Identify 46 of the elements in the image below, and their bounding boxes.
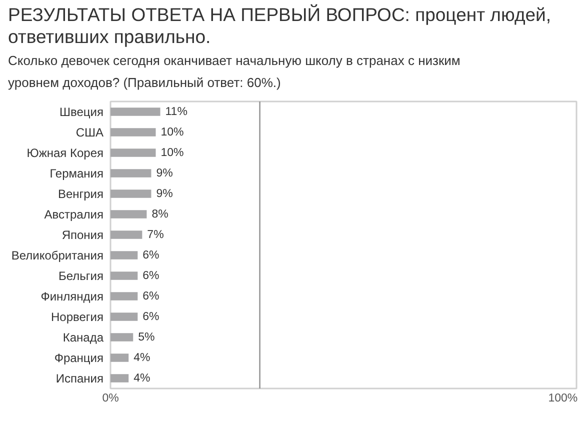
y-tick-label: Канада <box>62 330 104 344</box>
data-label: 5% <box>138 331 155 344</box>
data-label: 11% <box>165 106 188 118</box>
data-label: 10% <box>160 146 184 159</box>
x-tick-label: 0% <box>102 392 119 404</box>
bar <box>110 272 138 280</box>
bar <box>110 148 156 157</box>
x-tick-label: 100% <box>548 392 578 404</box>
data-label: 9% <box>156 188 173 200</box>
bar <box>110 128 156 136</box>
chart-subtitle: Сколько девочек сегодня оканчивает начальную школу в странах с низким уровнем доходов? (Правильный ответ: 60%.) <box>8 52 462 92</box>
data-label: 4% <box>134 352 150 364</box>
bar <box>110 333 134 342</box>
data-label: 6% <box>142 270 160 282</box>
data-label: 6% <box>142 310 160 323</box>
y-tick-label: Финляндия <box>40 289 104 304</box>
data-label: 10% <box>160 126 184 138</box>
bar <box>110 251 138 260</box>
y-tick-label: Бельгия <box>58 268 104 283</box>
data-label: 7% <box>147 228 164 241</box>
y-tick-label: Австралия <box>44 207 104 222</box>
chart-title: РЕЗУЛЬТАТЫ ОТВЕТА НА ПЕРВЫЙ ВОПРОС: процент людей, ответивших правильно. <box>8 4 552 48</box>
y-tick-label: Испания <box>56 371 104 386</box>
y-tick-label: Швеция <box>60 104 104 119</box>
data-label: 4% <box>134 372 150 384</box>
bar <box>110 210 147 218</box>
y-tick-label: Германия <box>50 166 104 180</box>
y-tick-label: Южная Корея <box>26 146 104 160</box>
data-label: 6% <box>142 290 160 302</box>
bar <box>110 230 142 239</box>
bar <box>110 292 138 300</box>
y-tick-label: Великобритания <box>11 248 104 262</box>
bar <box>110 354 129 362</box>
data-label: 9% <box>156 167 173 180</box>
y-tick-label: Венгрия <box>58 186 104 201</box>
bar <box>110 312 138 321</box>
data-label: 6% <box>142 249 160 262</box>
y-tick-label: Норвегия <box>50 310 104 324</box>
y-tick-label: Япония <box>62 228 104 242</box>
bar <box>110 374 129 382</box>
bar <box>110 190 152 198</box>
bar <box>110 169 152 178</box>
bar <box>110 108 160 116</box>
data-label: 8% <box>152 208 168 220</box>
y-tick-label: США <box>76 125 104 140</box>
y-tick-label: Франция <box>54 350 104 365</box>
